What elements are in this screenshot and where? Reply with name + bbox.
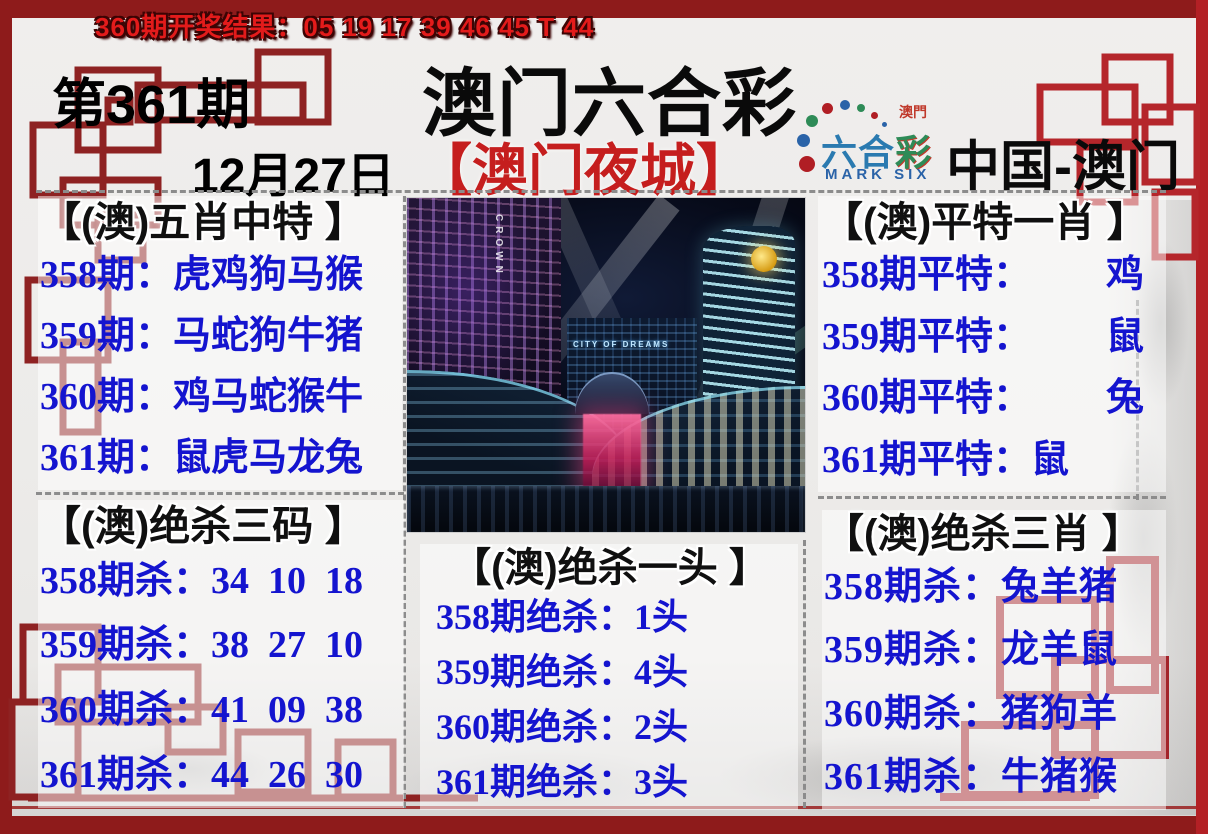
panel-title: 【(澳)绝杀一头 】 (451, 546, 769, 590)
panel-rows: 358期杀：34 10 18 359期杀：38 27 10 360期杀：41 0… (40, 549, 404, 808)
panel-row: 359期平特：鼠 (822, 315, 1144, 358)
panel-rows: 358期杀：兔羊猪 359期杀：龙羊鼠 360期杀：猪狗羊 361期杀：牛猪猴 (824, 556, 1166, 810)
panel-rows: 358期平特：鸡 359期平特：鼠 360期平特：兔 361期平特：鼠 (822, 245, 1166, 492)
logo-dot-icon (882, 122, 887, 127)
divider-header (36, 190, 1166, 193)
panel-row: 361期绝杀：3头 (436, 761, 689, 802)
photo-crown-sign: CROWN (493, 214, 504, 278)
photo-city-of-dreams-sign: CITY OF DREAMS (573, 340, 670, 349)
logo-name-en: MARK SIX (825, 166, 931, 183)
mark-six-logo: 六合彩 MARK SIX 澳門 (797, 100, 945, 192)
draw-date: 12月27日 (192, 150, 395, 203)
logo-dot-icon (806, 115, 818, 127)
panel-title: 【(澳)绝杀三肖 】 (824, 512, 1142, 556)
panel-row: 358期：虎鸡狗马猴 (40, 253, 364, 296)
panel-title: 【(澳)绝杀三码 】 (40, 503, 366, 549)
frame-bar-right (1196, 0, 1208, 834)
divider-right-column (818, 496, 1166, 499)
panel-title: 【(澳)五肖中特 】 (40, 199, 366, 245)
panel-jue-sha-san-ma: 【(澳)绝杀三码 】 358期杀：34 10 18 359期杀：38 27 10… (38, 500, 404, 808)
panel-rows: 358期绝杀：1头 359期绝杀：4头 360期绝杀：2头 361期绝杀：3头 (422, 590, 798, 810)
panel-row: 359期杀：龙羊鼠 (824, 629, 1119, 672)
panel-row: 360期平特：兔 (822, 377, 1144, 420)
panel-ping-te-yi-xiao: 【(澳)平特一肖 】 358期平特：鸡 359期平特：鼠 360期平特：兔 36… (818, 196, 1166, 492)
page-title: 澳门六合彩 (422, 62, 797, 145)
issue-number: 第361期 (52, 75, 251, 135)
logo-dot-icon (799, 156, 815, 172)
logo-dot-icon (822, 103, 833, 114)
panel-row: 361期杀：牛猪猴 (824, 756, 1119, 799)
photo-round-tower-logo (751, 246, 777, 272)
divider-vertical-right (803, 540, 806, 808)
panel-row: 360期杀：猪狗羊 (824, 692, 1119, 735)
panel-row: 361期杀：44 26 30 (40, 753, 364, 796)
photo-waterfall (583, 414, 641, 490)
panel-jue-sha-yi-tou: 【(澳)绝杀一头 】 358期绝杀：1头 359期绝杀：4头 360期绝杀：2头… (420, 544, 798, 810)
panel-five-xiao-zhong-te: 【(澳)五肖中特 】 358期：虎鸡狗马猴 359期：马蛇狗牛猪 360期：鸡马… (38, 196, 402, 490)
logo-dot-icon (857, 104, 865, 112)
logo-name-cn: 六合彩 (821, 132, 933, 173)
divider-vertical-left (403, 196, 406, 808)
panel-row: 358期杀：兔羊猪 (824, 565, 1119, 608)
panel-row: 361期：鼠虎马龙兔 (40, 437, 364, 480)
logo-dot-icon (797, 134, 810, 147)
region-label: 中国-澳门 (946, 137, 1180, 197)
panel-row: 358期杀：34 10 18 (40, 559, 364, 602)
panel-row: 358期平特：鸡 (822, 254, 1144, 296)
frame-bar-top (0, 0, 1208, 18)
panel-row: 361期平特：鼠 (822, 439, 1070, 482)
previous-draw-result: 360期开奖结果：05 19 17 39 46 45 T 44 (95, 12, 595, 42)
frame-bar-left (0, 0, 12, 834)
logo-dot-icon (840, 100, 850, 110)
divider-left-column (36, 492, 404, 495)
photo-water-reflection (407, 486, 805, 532)
frame-bar-bottom (0, 816, 1208, 834)
panel-row: 360期绝杀：2头 (436, 706, 689, 747)
panel-jue-sha-san-xiao: 【(澳)绝杀三肖 】 358期杀：兔羊猪 359期杀：龙羊鼠 360期杀：猪狗羊… (822, 510, 1166, 810)
macau-night-city-photo: CROWN CITY OF DREAMS (406, 197, 806, 533)
panel-row: 359期杀：38 27 10 (40, 624, 364, 667)
panel-row: 359期：马蛇狗牛猪 (40, 314, 364, 357)
logo-dot-icon (871, 112, 878, 119)
panel-row: 360期：鸡马蛇猴牛 (40, 376, 364, 419)
panel-row: 359期绝杀：4头 (436, 651, 689, 692)
panel-rows: 358期：虎鸡狗马猴 359期：马蛇狗牛猪 360期：鸡马蛇猴牛 361期：鼠虎… (40, 245, 402, 490)
panel-row: 360期杀：41 09 38 (40, 688, 364, 731)
panel-title: 【(澳)平特一肖 】 (822, 199, 1148, 245)
page-subtitle: 【澳门夜城】 (416, 139, 752, 202)
panel-row: 358期绝杀：1头 (436, 596, 689, 637)
logo-region: 澳門 (899, 104, 927, 120)
